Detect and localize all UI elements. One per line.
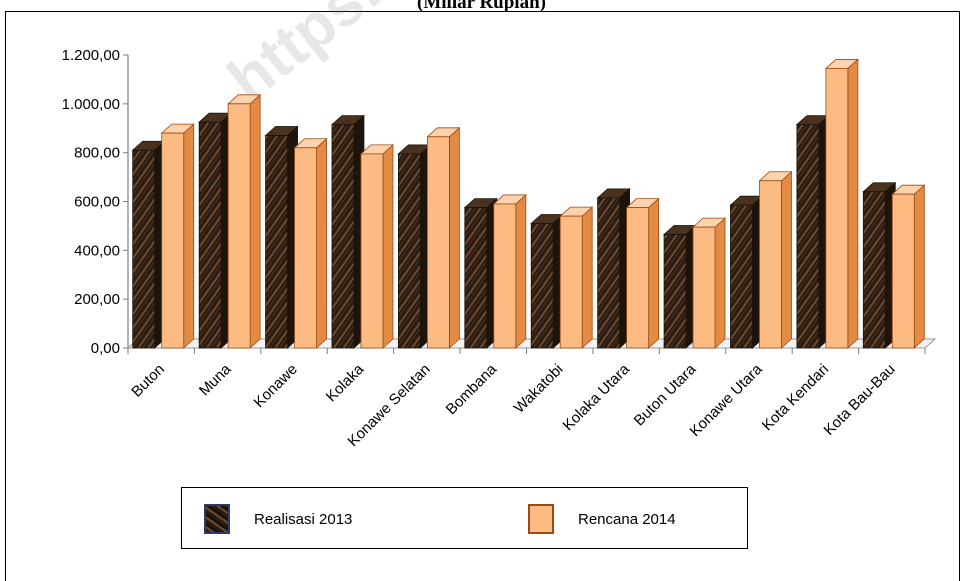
bar-rencana-5-side: [515, 194, 527, 349]
bar-realisasi-7-front: [597, 197, 621, 349]
bar-rencana-1: [227, 93, 262, 349]
legend-swatch-realisasi: [204, 504, 230, 534]
bar-rencana-3: [359, 143, 395, 349]
bar-realisasi-10: [795, 114, 830, 349]
bar-rencana-6-front: [559, 215, 583, 349]
bar-rencana-0-side: [183, 123, 195, 349]
bar-rencana-7-side: [648, 197, 660, 349]
y-tick-label: 400,00: [74, 242, 120, 259]
bar-rencana-8-side: [714, 217, 726, 349]
bar-realisasi-5-front: [464, 207, 488, 349]
bar-realisasi-2-front: [265, 135, 288, 349]
bar-rencana-0-front: [161, 132, 185, 349]
bar-rencana-8: [691, 217, 727, 349]
bar-rencana-0: [160, 123, 195, 349]
bar-rencana-10-front: [825, 68, 849, 349]
x-category-label: Kolaka: [323, 360, 368, 405]
bar-rencana-4-side: [448, 126, 460, 349]
bar-rencana-3-front: [360, 153, 384, 349]
y-tick-label: 0,00: [91, 340, 120, 357]
y-tick-label: 200,00: [74, 291, 120, 308]
bar-rencana-8-front: [692, 226, 716, 349]
bar-realisasi-8: [662, 224, 698, 349]
bar-rencana-7-front: [626, 207, 650, 349]
bar-rencana-6-side: [581, 206, 593, 349]
bar-realisasi-11: [862, 181, 897, 349]
x-category-label: Kolaka Utara: [560, 360, 634, 434]
bar-rencana-11-side: [913, 184, 925, 349]
bar-rencana-3-side: [382, 143, 394, 349]
y-tick-label: 800,00: [74, 145, 120, 162]
x-category-label: Kota Kendari: [759, 361, 832, 434]
bar-realisasi-9: [729, 195, 764, 349]
bar-rencana-6: [559, 206, 594, 349]
bar-realisasi-3-front: [331, 124, 355, 349]
bar-rencana-9-front: [759, 180, 782, 349]
bar-realisasi-2: [264, 125, 299, 349]
bar-realisasi-0: [131, 140, 166, 349]
legend-swatch-rencana: [528, 504, 554, 534]
x-category-label: Bombana: [443, 360, 501, 418]
bar-rencana-9: [758, 170, 793, 349]
chart-frame: [5, 11, 960, 581]
bar-realisasi-7: [596, 187, 631, 349]
x-category-label: Muna: [196, 360, 235, 399]
bar-rencana-10-side: [847, 58, 859, 349]
bar-rencana-1-side: [249, 93, 261, 349]
bar-rencana-9-side: [781, 170, 792, 349]
bar-realisasi-4: [397, 143, 432, 349]
legend-item-realisasi: Realisasi 2013: [204, 488, 352, 550]
x-category-label: Wakatobi: [511, 361, 567, 417]
x-category-label: Konawe: [251, 361, 301, 411]
bar-rencana-11: [891, 184, 926, 349]
bar-rencana-5-front: [493, 203, 517, 349]
chart-title: (Miliar Rupiah): [417, 0, 546, 13]
bar-realisasi-1-front: [198, 121, 222, 349]
bar-realisasi-3: [330, 114, 366, 349]
bar-realisasi-6: [530, 213, 565, 349]
y-tick-label: 1.200,00: [62, 47, 120, 64]
bar-rencana-1-front: [227, 103, 251, 349]
bar-rencana-7: [625, 197, 660, 349]
bar-realisasi-10-front: [796, 124, 820, 349]
bar-realisasi-1: [198, 112, 233, 349]
bar-realisasi-6-front: [530, 223, 554, 349]
legend-label-realisasi: Realisasi 2013: [254, 510, 353, 528]
bar-rencana-4-front: [426, 136, 450, 349]
y-tick-label: 1.000,00: [62, 96, 120, 113]
x-category-label: Kota Bau-Bau: [821, 361, 899, 439]
bar-rencana-5: [492, 194, 527, 349]
bar-realisasi-8-front: [663, 234, 687, 349]
chart-legend: Realisasi 2013 Rencana 2014: [181, 487, 748, 549]
bar-rencana-4: [426, 126, 461, 349]
bar-rencana-10: [824, 58, 859, 349]
bar-realisasi-9-front: [730, 204, 753, 349]
x-category-label: Buton Utara: [631, 360, 700, 429]
x-category-label: Buton: [128, 361, 168, 401]
legend-label-rencana: Rencana 2014: [578, 510, 676, 528]
bar-rencana-2-front: [294, 147, 317, 349]
bar-realisasi-5: [463, 197, 498, 349]
bar-realisasi-11-front: [862, 191, 886, 349]
y-tick-label: 600,00: [74, 194, 120, 211]
bar-realisasi-0-front: [132, 149, 156, 349]
bar-rencana-2-side: [316, 137, 327, 349]
bar-rencana-2: [293, 137, 328, 349]
bar-realisasi-4-front: [397, 153, 421, 349]
bar-rencana-11-front: [891, 193, 915, 349]
legend-item-rencana: Rencana 2014: [528, 488, 676, 550]
